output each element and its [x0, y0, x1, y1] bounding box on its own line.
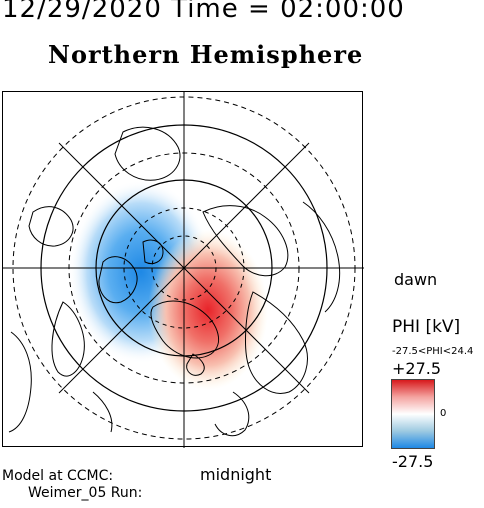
longitude-grid	[3, 92, 364, 448]
polar-map	[2, 91, 364, 448]
colorbar-min-label: -27.5	[392, 452, 434, 471]
model-source-label: Model at CCMC:	[2, 468, 114, 484]
colorbar-range: -27.5<PHI<24.4	[392, 346, 474, 357]
colorbar-title: PHI [kV]	[392, 317, 461, 337]
dawn-label: dawn	[394, 270, 438, 289]
positive-potential-cell-fill	[148, 230, 268, 390]
colorbar-gradient	[391, 379, 435, 449]
colorbar-max-label: +27.5	[392, 359, 442, 378]
model-run-label: Weimer_05 Run:	[28, 485, 143, 501]
coastlines	[8, 126, 341, 437]
midnight-label: midnight	[200, 465, 272, 484]
polar-map-canvas	[3, 92, 364, 448]
colorbar-zero-label: 0	[440, 408, 447, 419]
hemisphere-title: Northern Hemisphere	[48, 40, 364, 69]
timestamp-title: 12/29/2020 Time = 02:00:00	[2, 0, 405, 24]
